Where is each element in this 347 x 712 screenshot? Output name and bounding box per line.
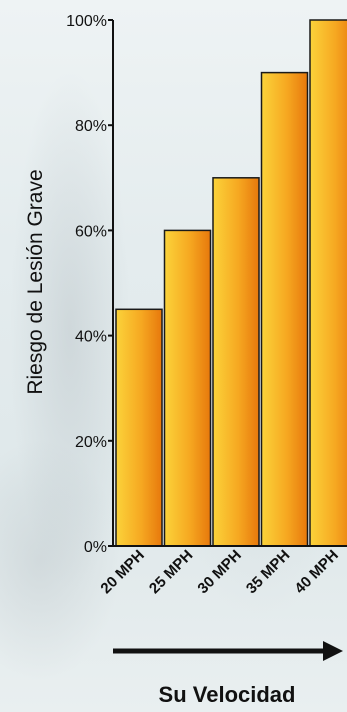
x-tick-label: 35 MPH <box>243 547 293 597</box>
x-axis-title: Su Velocidad <box>159 682 296 707</box>
bar-40-mph <box>309 19 347 547</box>
y-axis-ticks: 0% 20% 40% 60% 80% 100% <box>66 13 113 556</box>
x-tick-label: 30 MPH <box>194 547 244 597</box>
bar-35-mph <box>260 71 309 547</box>
y-tick-label: 100% <box>66 13 107 30</box>
y-tick-label: 80% <box>75 118 107 135</box>
y-axis-title: Riesgo de Lesión Grave <box>24 169 47 394</box>
bars <box>115 19 347 547</box>
bar-30-mph <box>212 177 260 547</box>
y-tick-label: 20% <box>75 434 107 451</box>
y-tick-label: 0% <box>84 539 107 556</box>
x-tick-label: 40 MPH <box>291 547 341 597</box>
bar-25-mph <box>163 229 212 547</box>
bar-20-mph <box>115 308 163 547</box>
y-tick-label: 40% <box>75 329 107 346</box>
y-tick-label: 60% <box>75 223 107 240</box>
x-tick-label: 25 MPH <box>146 547 196 597</box>
